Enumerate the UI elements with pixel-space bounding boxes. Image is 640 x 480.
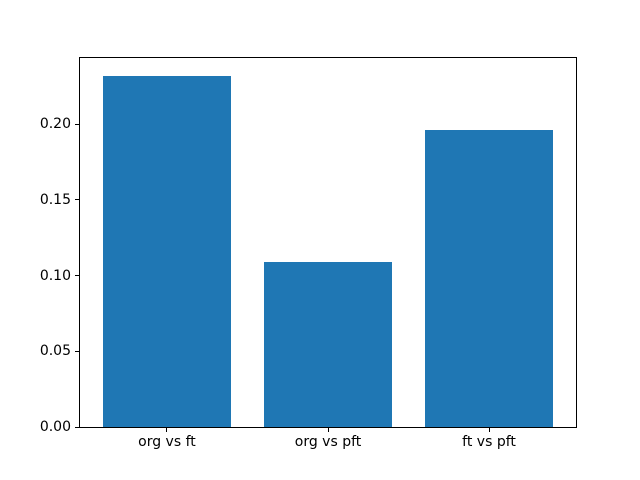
x-tick-label: org vs ft — [138, 434, 196, 450]
bar-org-vs-ft — [102, 75, 232, 427]
x-tick-mark — [166, 428, 168, 432]
y-tick-label: 0.00 — [39, 419, 71, 435]
bar-ft-vs-pft — [424, 130, 554, 427]
x-tick-mark — [488, 428, 490, 432]
x-tick-mark — [327, 428, 329, 432]
x-tick-label: org vs pft — [294, 434, 362, 450]
y-tick-label: 0.15 — [39, 191, 71, 208]
y-tick-mark — [75, 350, 79, 352]
y-tick-label: 0.10 — [39, 267, 71, 284]
x-tick-label: ft vs pft — [462, 434, 516, 450]
y-tick-mark — [75, 123, 79, 125]
y-tick-label: 0.05 — [39, 343, 71, 360]
y-tick-mark — [75, 275, 79, 277]
y-tick-mark — [75, 199, 79, 201]
bar-org-vs-pft — [263, 261, 393, 427]
plot-area — [79, 57, 577, 428]
y-tick-label: 0.20 — [39, 116, 71, 133]
y-tick-mark — [75, 426, 79, 428]
